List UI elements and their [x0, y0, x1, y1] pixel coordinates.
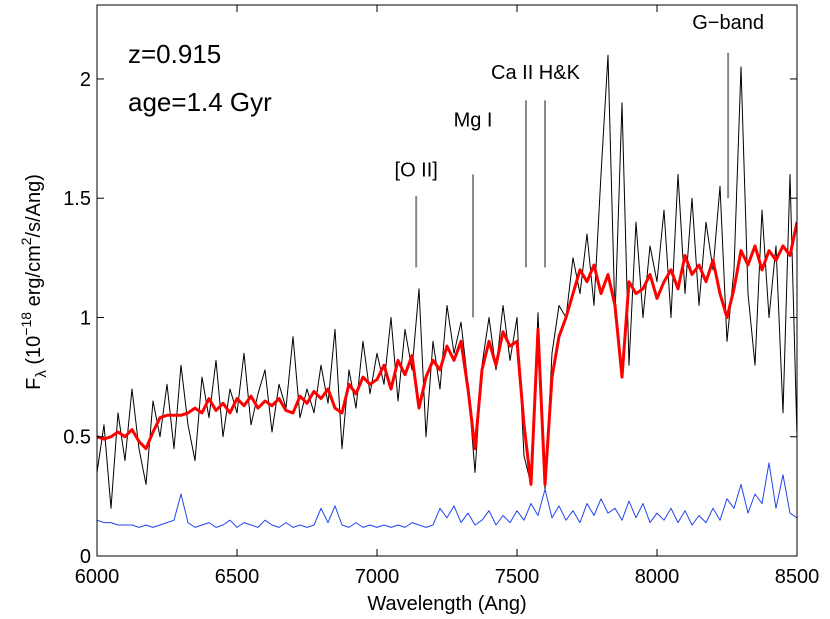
x-tick-label: 8000	[635, 566, 680, 588]
x-tick-label: 8500	[775, 566, 820, 588]
marker-label: Ca II H&K	[491, 62, 581, 84]
y-tick-label: 2	[80, 69, 91, 91]
y-tick-label: 1.5	[63, 188, 91, 210]
y-label-part: /s/Ang)	[23, 174, 45, 237]
marker-label: [O II]	[395, 160, 438, 182]
x-tick-label: 7000	[355, 566, 400, 588]
spectrum-line	[97, 221, 797, 486]
y-label-sup: −18	[18, 312, 34, 336]
x-tick-label: 6500	[215, 566, 260, 588]
annotation: z=0.915	[128, 39, 221, 69]
y-tick-label: 0	[80, 546, 91, 568]
y-label-part: (10	[23, 336, 45, 370]
spectrum-line	[97, 54, 797, 509]
spectrum-line	[97, 462, 797, 528]
y-axis-label: Fλ (10−18 erg/cm2/s/Ang)	[18, 174, 50, 390]
x-axis-label: Wavelength (Ang)	[367, 593, 526, 615]
marker-label: Mg I	[454, 110, 493, 132]
y-label-sub: λ	[33, 370, 50, 378]
y-label-part: F	[23, 378, 45, 390]
x-tick-label: 6000	[75, 566, 120, 588]
y-tick-label: 0.5	[63, 427, 91, 449]
annotation: age=1.4 Gyr	[128, 87, 272, 117]
plot-frame	[96, 4, 798, 557]
x-tick-label: 7500	[495, 566, 540, 588]
marker-label: G−band	[692, 12, 764, 34]
y-tick-label: 1	[80, 307, 91, 329]
y-label-part: erg/cm	[23, 245, 45, 312]
y-label-sup: 2	[18, 237, 34, 245]
